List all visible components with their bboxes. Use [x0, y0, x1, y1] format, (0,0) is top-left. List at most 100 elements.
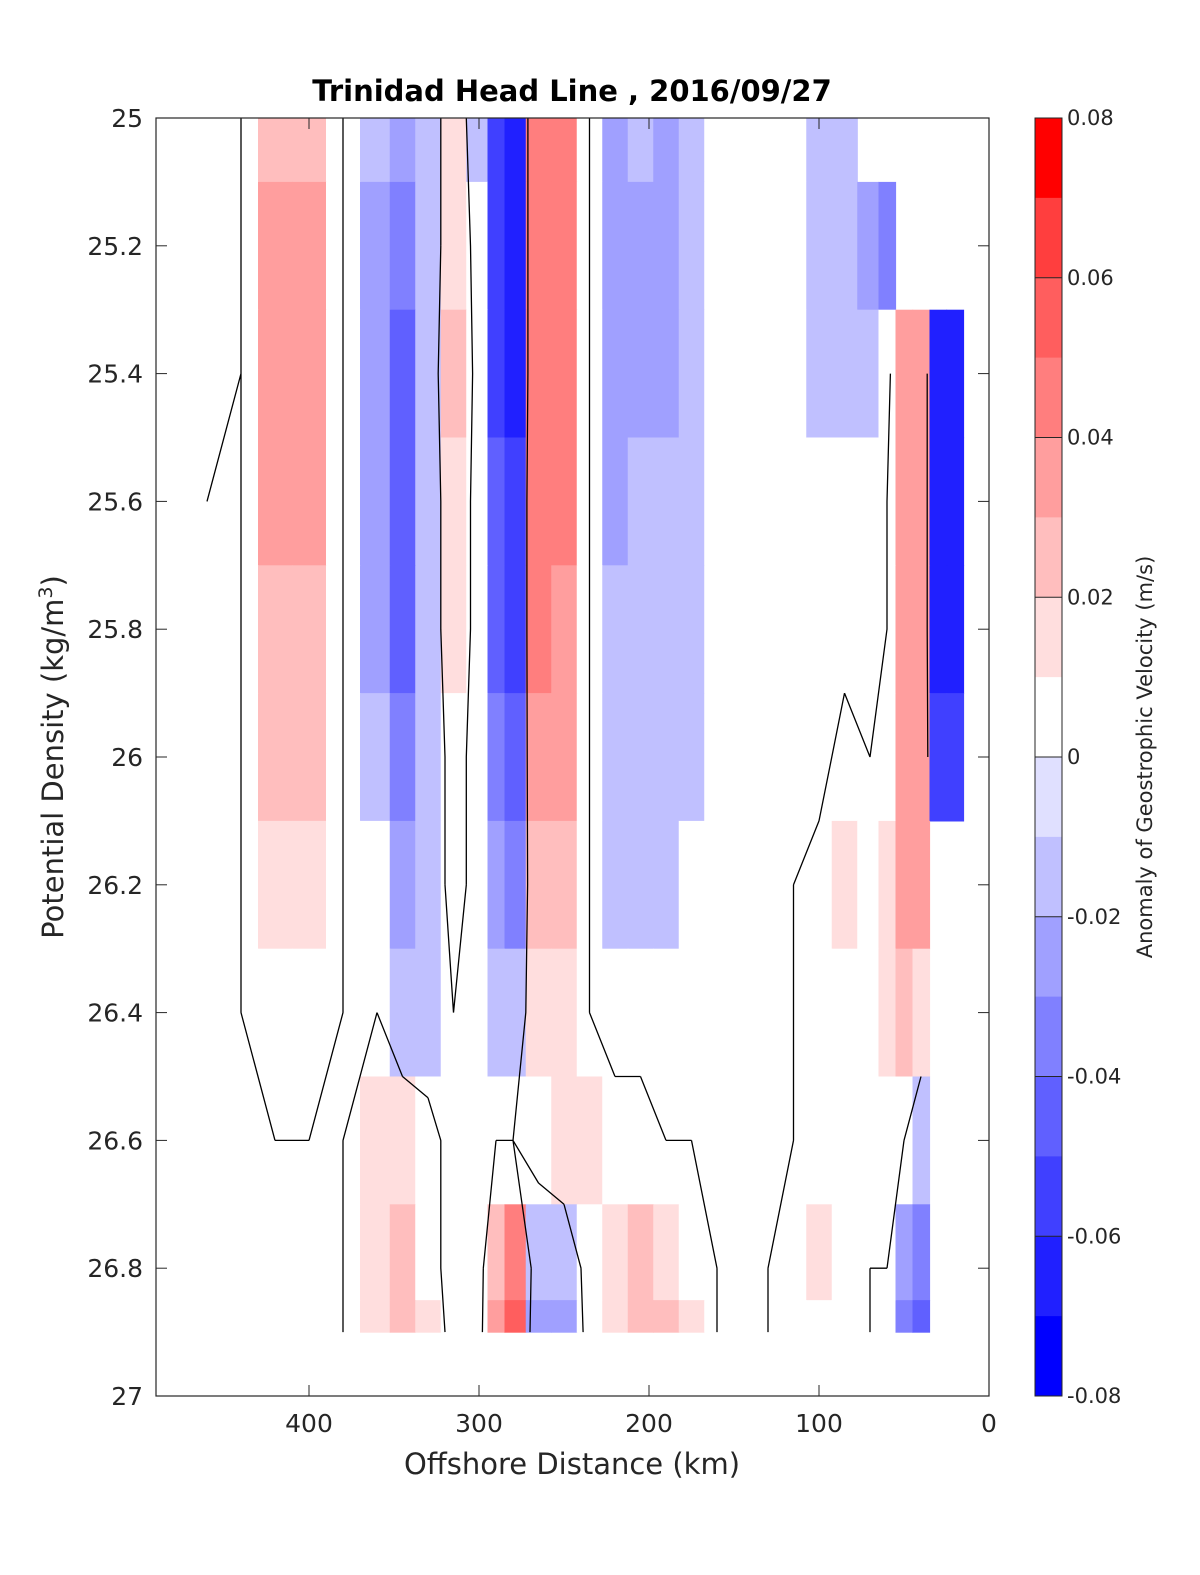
- heatmap-cell: [755, 181, 782, 311]
- heatmap-cell: [704, 693, 731, 822]
- colorbar-segment: [1035, 1076, 1062, 1157]
- heatmap-cell: [551, 181, 578, 311]
- heatmap-cell: [729, 693, 756, 822]
- heatmap-cell: [729, 1204, 756, 1301]
- heatmap-cell: [258, 820, 293, 950]
- chart-title: Trinidad Head Line , 2016/09/27: [312, 74, 832, 108]
- heatmap-cell: [292, 181, 327, 311]
- y-tick-label: 25.4: [87, 360, 143, 389]
- heatmap-cell: [627, 1204, 654, 1301]
- heatmap-cell: [627, 1076, 654, 1205]
- heatmap-cell: [292, 1204, 327, 1301]
- heatmap-cell: [755, 820, 782, 950]
- heatmap-cell: [224, 1300, 259, 1333]
- heatmap-cell: [755, 1076, 782, 1205]
- heatmap-cell: [415, 309, 442, 439]
- heatmap-cell: [487, 820, 506, 950]
- heatmap-cell: [292, 948, 327, 1078]
- heatmap-cell: [551, 948, 578, 1078]
- heatmap-cell: [504, 1300, 527, 1333]
- heatmap-cell: [806, 820, 833, 950]
- heatmap-cell: [525, 693, 552, 822]
- heatmap-cell: [895, 309, 914, 439]
- heatmap-cell: [504, 820, 527, 950]
- heatmap-cell: [551, 118, 578, 183]
- heatmap-cell: [878, 948, 897, 1078]
- heatmap-cell: [415, 565, 442, 694]
- y-tick-label: 26.8: [87, 1254, 143, 1283]
- heatmap-cell: [487, 437, 506, 566]
- heatmap-cell: [487, 309, 506, 439]
- heatmap-cell: [729, 309, 756, 439]
- heatmap-cell: [602, 1204, 629, 1301]
- heatmap-cell: [878, 181, 897, 311]
- colorbar-tick-label: -0.04: [1067, 1065, 1121, 1089]
- heatmap-cell: [551, 437, 578, 566]
- heatmap-cell: [912, 437, 931, 566]
- heatmap-cell: [806, 309, 833, 439]
- x-tick-label: 400: [285, 1409, 333, 1438]
- colorbar-segment: [1035, 1316, 1062, 1397]
- heatmap-cell: [729, 820, 756, 950]
- heatmap-cell: [729, 948, 756, 1078]
- y-tick-label: 25.8: [87, 615, 143, 644]
- y-tick-label: 25: [111, 104, 143, 133]
- heatmap-cell: [551, 309, 578, 439]
- heatmap-cell: [504, 693, 527, 822]
- heatmap-cell: [653, 181, 680, 311]
- heatmap-cells: [190, 118, 965, 1333]
- heatmap-cell: [258, 118, 293, 183]
- heatmap-cell: [929, 693, 948, 822]
- colorbar-tick-label: -0.08: [1067, 1384, 1121, 1408]
- heatmap-cell: [831, 181, 858, 311]
- heatmap-cell: [292, 565, 327, 694]
- heatmap-cell: [190, 948, 225, 1078]
- colorbar-tick-label: 0.08: [1067, 106, 1114, 130]
- heatmap-cell: [466, 1300, 489, 1333]
- heatmap-cell: [466, 948, 489, 1078]
- heatmap-cell: [704, 181, 731, 311]
- heatmap-cell: [946, 693, 965, 822]
- heatmap-cell: [389, 181, 416, 311]
- x-tick-label: 100: [795, 1409, 843, 1438]
- heatmap-cell: [857, 565, 880, 694]
- heatmap-cell: [806, 693, 833, 822]
- heatmap-cell: [946, 437, 965, 566]
- zero-contour-path: [206, 118, 929, 1333]
- heatmap-cell: [466, 693, 489, 822]
- heatmap-cell: [627, 948, 654, 1078]
- heatmap-cell: [292, 1300, 327, 1333]
- heatmap-cell: [831, 1204, 858, 1301]
- heatmap-cell: [487, 181, 506, 311]
- heatmap-cell: [487, 118, 506, 183]
- heatmap-cell: [415, 118, 442, 183]
- heatmap-cell: [755, 693, 782, 822]
- heatmap-cell: [440, 309, 467, 439]
- heatmap-cell: [466, 1076, 489, 1205]
- heatmap-cell: [780, 181, 807, 311]
- heatmap-cell: [912, 1076, 931, 1205]
- heatmap-cell: [780, 437, 807, 566]
- colorbar-tick-label: 0.04: [1067, 426, 1114, 450]
- heatmap-cell: [780, 309, 807, 439]
- heatmap-cell: [895, 948, 914, 1078]
- heatmap-cell: [190, 693, 225, 822]
- heatmap-cell: [466, 181, 489, 311]
- heatmap-cell: [504, 948, 527, 1078]
- heatmap-cell: [806, 1300, 833, 1333]
- colorbar-segment: [1035, 916, 1062, 998]
- heatmap-cell: [466, 118, 489, 183]
- heatmap-cell: [360, 118, 391, 183]
- heatmap-cell: [831, 118, 858, 183]
- heatmap-cell: [504, 1204, 527, 1301]
- colorbar-segment: [1035, 677, 1062, 758]
- heatmap-cell: [653, 437, 680, 566]
- heatmap-cell: [440, 1204, 467, 1301]
- heatmap-cell: [415, 1076, 442, 1205]
- x-tick-label: 0: [981, 1409, 997, 1438]
- heatmap-cell: [831, 1300, 858, 1333]
- heatmap-cell: [729, 565, 756, 694]
- heatmap-cell: [653, 1204, 680, 1301]
- heatmap-cell: [258, 309, 293, 439]
- heatmap-cell: [755, 565, 782, 694]
